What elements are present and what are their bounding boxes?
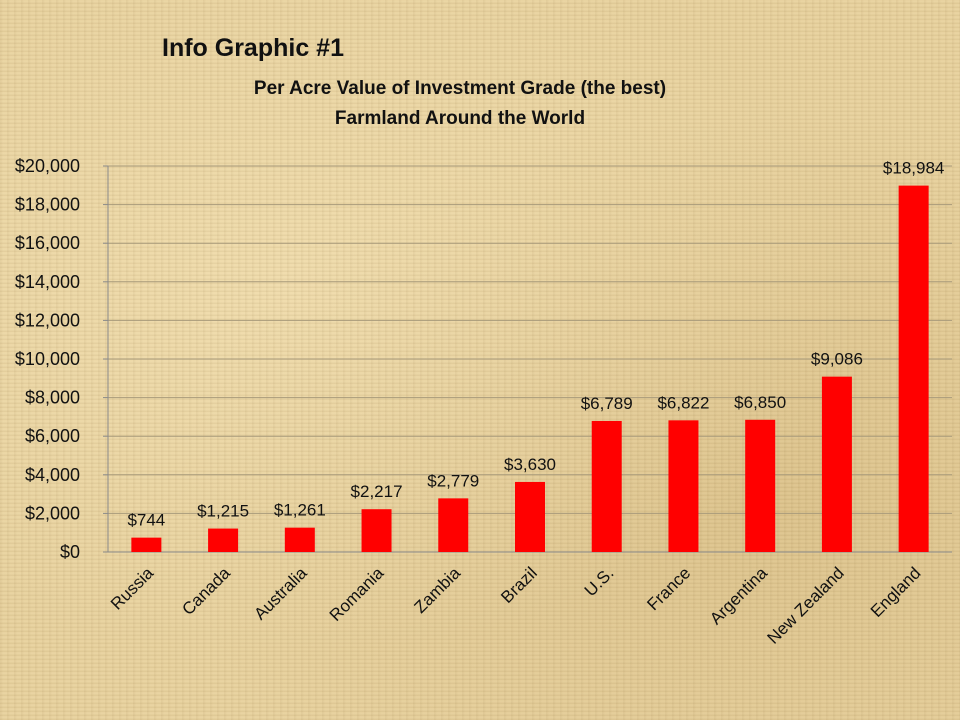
bar-france: [668, 420, 699, 552]
x-tick-label: England: [867, 563, 925, 621]
data-label: $6,822: [657, 393, 709, 412]
bar-brazil: [515, 481, 545, 552]
bar-new-zealand: [821, 376, 852, 552]
data-label: $2,217: [351, 482, 403, 501]
bar-zambia: [438, 498, 469, 552]
y-tick-label: $20,000: [15, 156, 80, 176]
chart-subtitle: Per Acre Value of Investment Grade (the …: [150, 74, 770, 134]
bar-romania: [361, 509, 392, 552]
x-tick-label: Australia: [250, 563, 311, 624]
bar-england: [898, 185, 929, 552]
y-tick-label: $8,000: [25, 388, 80, 408]
data-label: $9,086: [811, 350, 863, 369]
y-tick-label: $0: [60, 542, 80, 562]
x-tick-label: Romania: [326, 563, 388, 625]
data-label: $18,984: [883, 159, 944, 178]
chart-subtitle-line-1: Per Acre Value of Investment Grade (the …: [253, 78, 667, 99]
x-tick-label: Canada: [178, 563, 234, 619]
data-label: $3,630: [504, 455, 556, 474]
y-tick-label: $10,000: [15, 349, 80, 369]
data-label: $6,850: [734, 393, 786, 412]
chart-subtitle-line-2: Farmland Around the World: [334, 108, 586, 129]
x-tick-label: France: [643, 563, 694, 614]
data-labels: $744 $1,215 $1,261 $2,217 $2,779 $3,630 $6,789…: [127, 159, 944, 530]
x-tick-label: U.S.: [581, 563, 618, 600]
y-tick-label: $12,000: [15, 310, 80, 330]
bar-argentina: [745, 419, 776, 552]
x-tick-label: New Zealand: [763, 563, 847, 647]
page-title: Info Graphic #1: [162, 34, 344, 62]
data-label: $744: [127, 511, 165, 530]
data-label: $1,261: [274, 501, 326, 520]
y-tick-label: $18,000: [15, 195, 80, 215]
x-tick-label: Argentina: [706, 563, 771, 628]
x-tick-label: Russia: [107, 563, 158, 614]
bar-russia: [131, 537, 162, 552]
y-axis-tick-labels: $0 $2,000 $4,000 $6,000 $8,000 $10,000 $12,000…: [15, 156, 80, 562]
y-tick-label: $16,000: [15, 233, 80, 253]
x-axis-category-labels: Russia Canada Australia Romania Zambia Brazil…: [107, 563, 924, 648]
data-label: $2,779: [427, 471, 479, 490]
x-tick-label: Brazil: [497, 563, 540, 606]
y-tick-label: $14,000: [15, 272, 80, 292]
y-tick-label: $4,000: [25, 465, 80, 485]
data-label: $6,789: [581, 394, 633, 413]
bar-australia: [284, 527, 315, 552]
data-label: $1,215: [197, 502, 249, 521]
bar-u-s: [591, 420, 622, 552]
y-tick-label: $6,000: [25, 426, 80, 446]
bars: [131, 185, 929, 552]
x-tick-label: Zambia: [411, 563, 465, 617]
y-tick-label: $2,000: [25, 503, 80, 523]
bar-canada: [208, 528, 239, 552]
